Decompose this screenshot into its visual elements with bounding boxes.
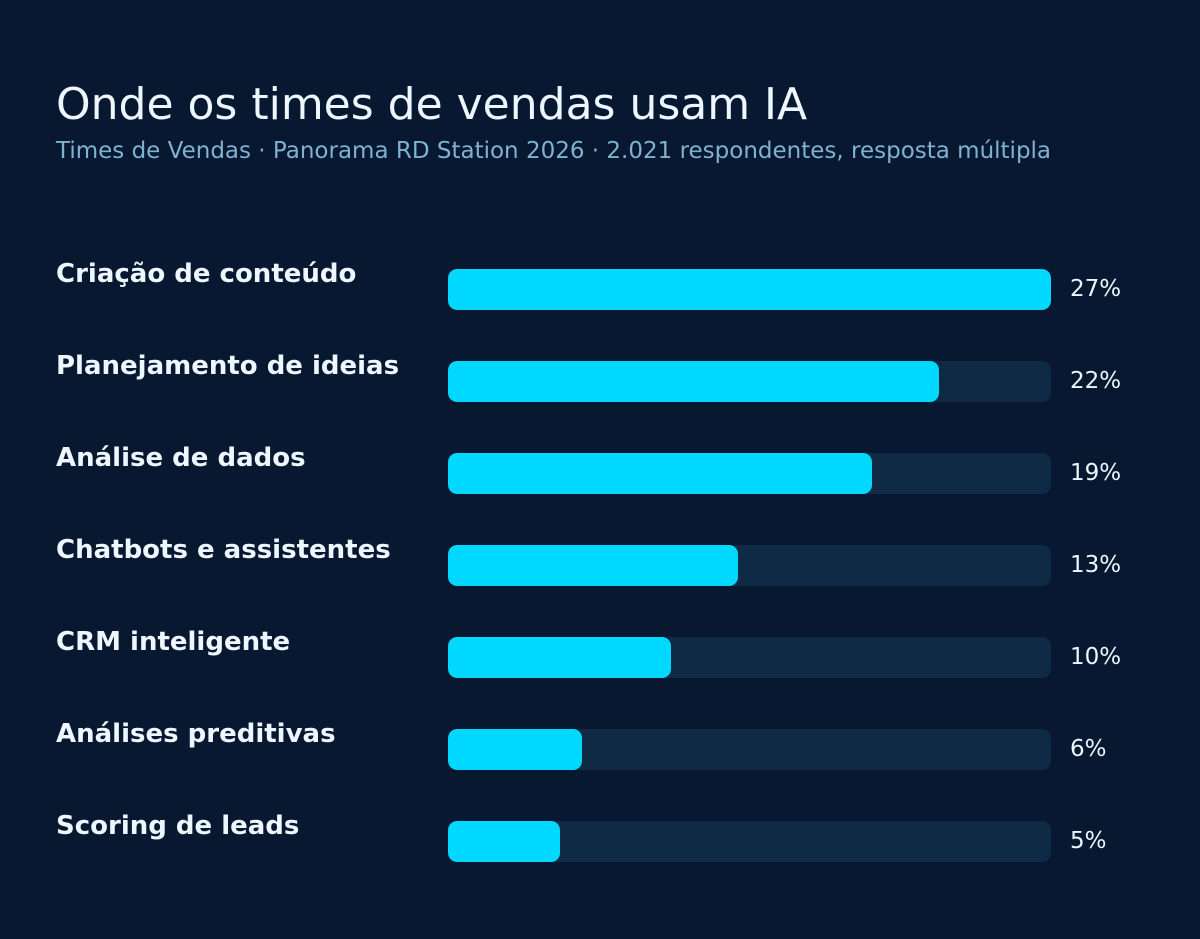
bar xyxy=(448,637,672,678)
value-label: 6% xyxy=(1070,736,1107,762)
chart-subtitle: Times de Vendas · Panorama RD Station 20… xyxy=(56,138,1052,164)
bar xyxy=(448,269,1051,310)
value-label: 10% xyxy=(1070,644,1122,670)
bar-track xyxy=(448,729,1051,770)
bar-row: Scoring de leads 5% xyxy=(0,811,1200,862)
bar xyxy=(448,545,739,586)
bar-track xyxy=(448,361,1051,402)
value-label: 27% xyxy=(1070,276,1122,302)
bar-row: Planejamento de ideias 22% xyxy=(0,351,1200,402)
category-label: Análises preditivas xyxy=(56,719,336,749)
category-label: Análise de dados xyxy=(56,443,306,473)
bar xyxy=(448,361,940,402)
bar-track xyxy=(448,453,1051,494)
category-label: CRM inteligente xyxy=(56,627,291,657)
bar-row: Análises preditivas 6% xyxy=(0,719,1200,770)
bar-track xyxy=(448,821,1051,862)
bar-row: Análise de dados 19% xyxy=(0,443,1200,494)
bar-row: CRM inteligente 10% xyxy=(0,627,1200,678)
bar xyxy=(448,821,560,862)
bar-row: Criação de conteúdo 27% xyxy=(0,259,1200,310)
bar xyxy=(448,729,582,770)
value-label: 19% xyxy=(1070,460,1122,486)
category-label: Scoring de leads xyxy=(56,811,300,841)
value-label: 5% xyxy=(1070,828,1107,854)
category-label: Planejamento de ideias xyxy=(56,351,400,381)
category-label: Criação de conteúdo xyxy=(56,259,357,289)
value-label: 13% xyxy=(1070,552,1122,578)
bar xyxy=(448,453,873,494)
bar-track xyxy=(448,269,1051,310)
chart-title: Onde os times de vendas usam IA xyxy=(56,79,808,130)
value-label: 22% xyxy=(1070,368,1122,394)
bar-row: Chatbots e assistentes 13% xyxy=(0,535,1200,586)
bar-track xyxy=(448,637,1051,678)
category-label: Chatbots e assistentes xyxy=(56,535,391,565)
bar-track xyxy=(448,545,1051,586)
